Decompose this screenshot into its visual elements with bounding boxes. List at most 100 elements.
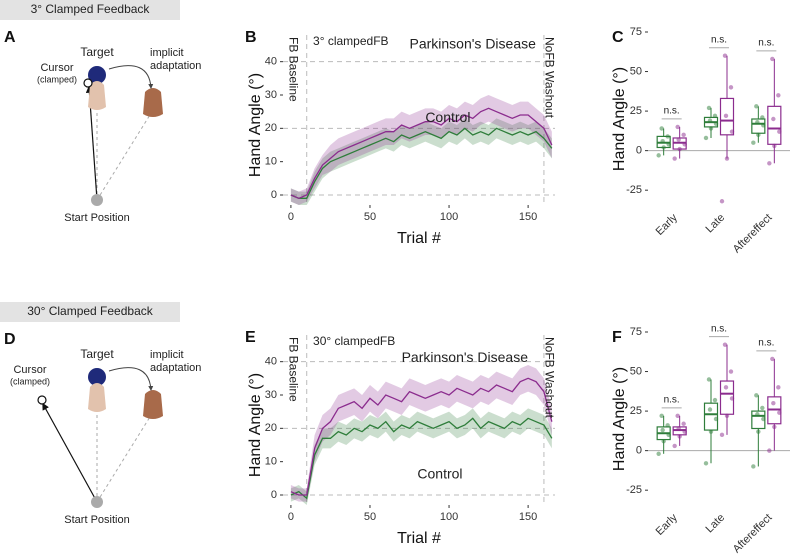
data-point	[751, 464, 756, 469]
data-point	[719, 199, 725, 204]
data-point	[724, 413, 730, 419]
annotation: 30° clampedFB	[313, 334, 395, 348]
data-point	[756, 429, 761, 434]
panel-letter: D	[4, 331, 16, 348]
y-tick-label: -25	[626, 184, 642, 196]
target-label: Target	[80, 347, 114, 361]
data-point	[708, 429, 714, 434]
data-point	[676, 137, 681, 142]
adapt-arrow	[108, 367, 154, 391]
data-point	[777, 129, 782, 134]
data-point	[660, 138, 665, 144]
y-axis-title: Hand Angle (°)	[247, 73, 264, 177]
data-point	[776, 93, 781, 98]
data-point	[672, 443, 677, 449]
data-point	[675, 124, 680, 130]
data-point	[660, 427, 665, 433]
significance: n.s.	[758, 38, 774, 49]
y-tick-label: 40	[265, 56, 277, 68]
data-point	[661, 145, 666, 150]
adaptation-label: implicit	[150, 47, 184, 59]
x-tick-label: Aftereffect	[731, 512, 775, 556]
x-tick-label: 0	[288, 211, 294, 223]
error-band	[290, 365, 552, 502]
y-tick-label: 75	[630, 326, 642, 338]
start-label: Start Position	[64, 514, 129, 526]
annotation: Control	[417, 466, 462, 482]
series-line	[290, 377, 553, 496]
panel-letter: E	[245, 329, 256, 346]
annotation: 3° clampedFB	[313, 34, 389, 48]
data-point	[724, 156, 730, 161]
box	[703, 402, 719, 431]
data-point	[770, 56, 775, 62]
panel-letter: C	[612, 29, 624, 46]
adapt-arrow	[108, 65, 154, 89]
y-axis-title: Hand Angle (°)	[611, 67, 628, 171]
panel-letter: A	[4, 29, 16, 46]
data-point	[754, 104, 759, 109]
data-point	[754, 393, 759, 398]
data-point	[722, 342, 728, 347]
annotation: Parkinson's Disease	[410, 36, 537, 52]
data-point	[761, 416, 766, 422]
y-tick-label: 25	[630, 405, 642, 417]
x-tick-label: 100	[440, 211, 458, 223]
data-point	[771, 400, 776, 406]
panel-letter: F	[612, 329, 622, 346]
y-tick-label: 0	[636, 145, 642, 157]
annotation: NoFB Washout	[543, 37, 557, 119]
data-point	[728, 85, 734, 90]
x-tick-label: 100	[440, 511, 458, 523]
x-tick-label: Early	[654, 511, 681, 538]
x-tick-label: Late	[704, 512, 728, 536]
adaptation-label: adaptation	[150, 362, 201, 374]
significance: n.s.	[664, 394, 680, 405]
y-tick-label: 20	[265, 422, 277, 434]
data-point	[751, 140, 756, 145]
x-tick-label: 150	[519, 211, 537, 223]
hand-path	[96, 411, 154, 503]
data-point	[703, 461, 709, 466]
data-point	[770, 356, 775, 362]
data-point	[666, 142, 671, 147]
header: 30° Clamped Feedback	[27, 304, 154, 318]
data-point	[776, 385, 781, 390]
data-point	[666, 432, 671, 438]
data-point	[760, 405, 765, 411]
annotation: FB Baseline	[287, 337, 301, 402]
y-tick-label: 30	[265, 89, 277, 101]
data-point	[665, 423, 670, 428]
data-point	[677, 434, 682, 439]
data-point	[659, 126, 664, 131]
significance: n.s.	[758, 338, 774, 349]
series-line	[290, 107, 553, 200]
data-point	[713, 416, 719, 422]
y-tick-label: -25	[626, 484, 642, 496]
adaptation-label: implicit	[150, 349, 184, 361]
data-point	[756, 132, 761, 138]
start-dot	[91, 194, 103, 206]
y-tick-label: 50	[630, 365, 642, 377]
data-point	[712, 397, 718, 403]
data-point	[706, 377, 712, 382]
data-point	[767, 161, 772, 166]
data-point	[767, 448, 772, 453]
y-axis-title: Hand Angle (°)	[611, 367, 628, 471]
data-point	[703, 135, 709, 141]
data-point	[656, 153, 661, 158]
annotation: FB Baseline	[287, 37, 301, 102]
data-point	[755, 119, 760, 125]
header-box	[0, 0, 180, 20]
y-tick-label: 25	[630, 105, 642, 117]
cursor-dot	[83, 78, 93, 88]
header-box	[0, 302, 180, 322]
data-point	[681, 132, 686, 138]
adaptation-label: adaptation	[150, 60, 201, 72]
data-point	[707, 407, 713, 412]
data-point	[682, 142, 687, 147]
data-point	[719, 432, 725, 438]
significance: n.s.	[711, 323, 727, 334]
data-point	[665, 134, 670, 139]
cursor-path	[42, 402, 98, 503]
